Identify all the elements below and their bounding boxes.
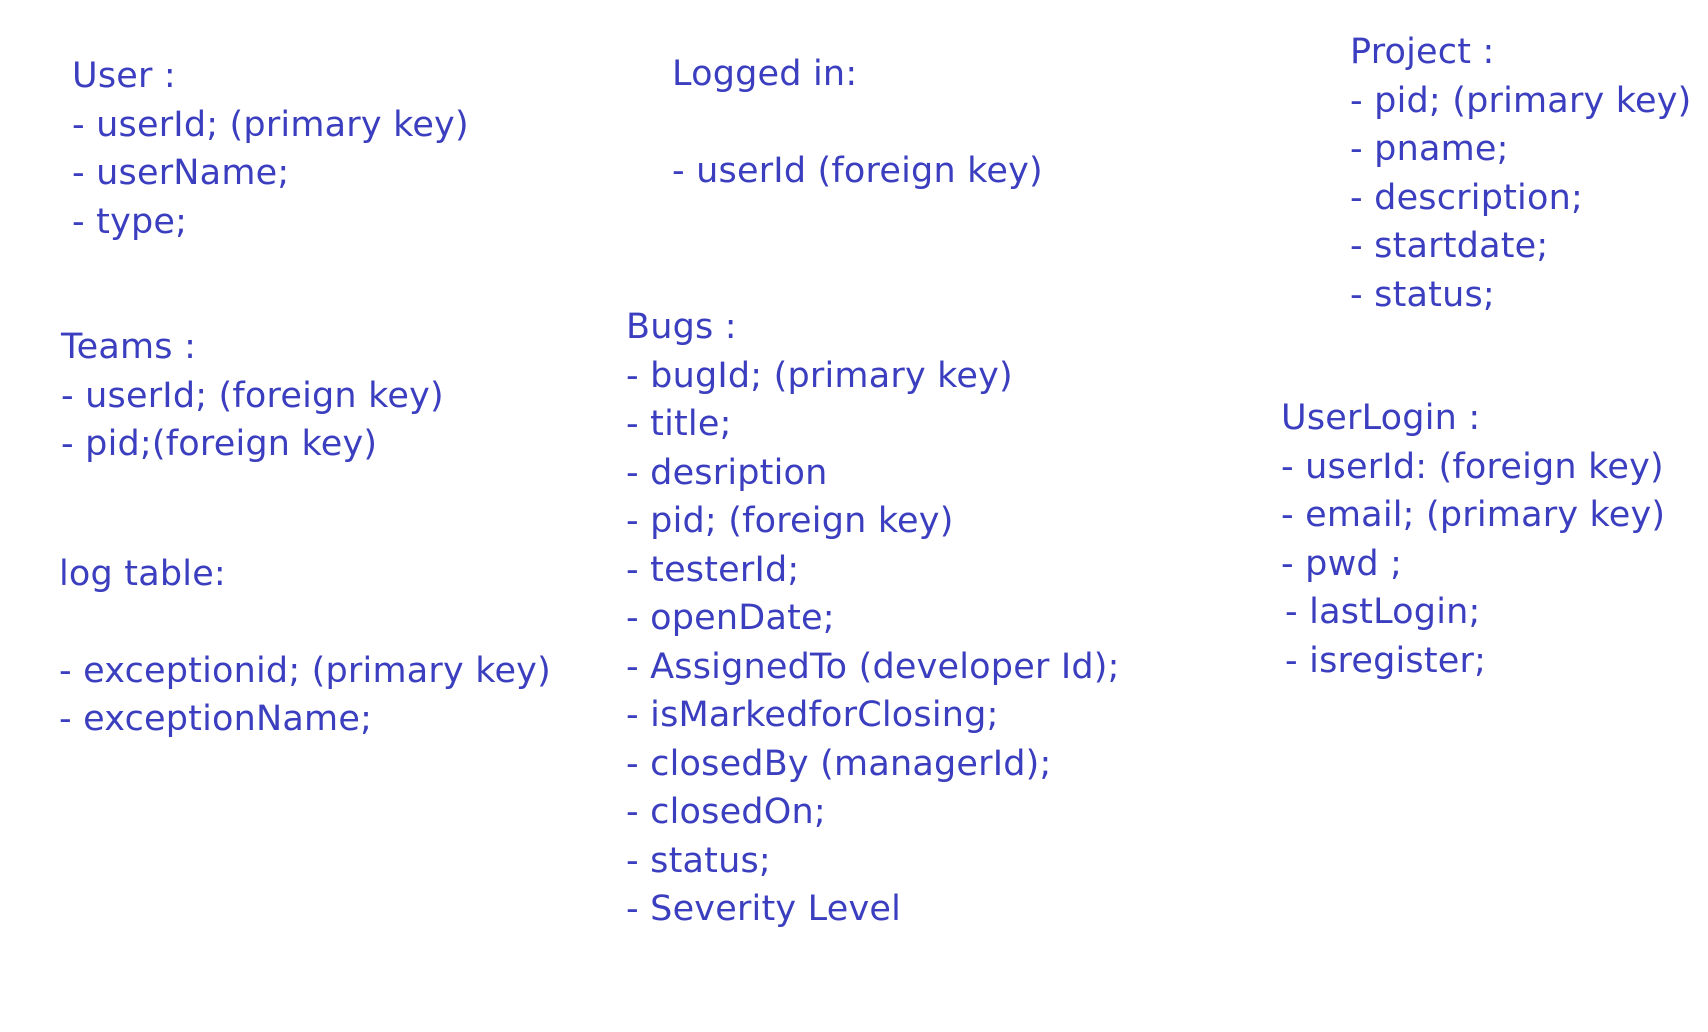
entity-title: User : xyxy=(72,56,176,96)
entity-field: - testerId; xyxy=(626,549,800,590)
entity-field: - userId: (foreign key) xyxy=(1281,446,1664,487)
entity-field: - pid;(foreign key) xyxy=(61,424,378,464)
entity-field: - title; xyxy=(626,404,732,444)
entity-field: - type; xyxy=(72,201,188,242)
entity-field: - desription xyxy=(626,452,828,493)
entity-field: - openDate; xyxy=(626,598,835,638)
entity-field: - pid; (foreign key) xyxy=(626,501,954,541)
entity-field: - email; (primary key) xyxy=(1281,495,1666,535)
entity-field: - Severity Level xyxy=(626,889,902,929)
entity-title: Project : xyxy=(1350,32,1495,72)
entity-title: log table: xyxy=(59,554,226,594)
entity-log-table: log table: - exceptionid; (primary key) … xyxy=(59,550,551,744)
entity-title: Teams : xyxy=(61,327,197,367)
entity-field: - status; xyxy=(1350,274,1495,315)
entity-field: - description; xyxy=(1350,177,1583,218)
entity-logged-in: Logged in: - userId (foreign key) xyxy=(672,50,1043,195)
entity-field: - closedOn; xyxy=(626,792,826,832)
entity-bugs: Bugs : - bugId; (primary key) - title; -… xyxy=(626,303,1120,934)
entity-title: Bugs : xyxy=(626,307,737,347)
entity-field: - AssignedTo (developer Id); xyxy=(626,646,1120,687)
entity-user: User : - userId; (primary key) - userNam… xyxy=(72,52,469,246)
entity-field: - lastLogin; xyxy=(1285,592,1481,632)
entity-field: - pwd ; xyxy=(1281,543,1403,584)
entity-field: - userId (foreign key) xyxy=(672,150,1043,191)
entity-field: - userName; xyxy=(72,153,290,193)
entity-title: Logged in: xyxy=(672,54,858,94)
entity-teams: Teams : - userId; (foreign key) - pid;(f… xyxy=(61,323,444,469)
entity-field: - closedBy (managerId); xyxy=(626,743,1052,784)
entity-title: UserLogin : xyxy=(1281,398,1481,438)
entity-field: - pid; (primary key) xyxy=(1350,80,1692,121)
entity-field: - exceptionName; xyxy=(59,699,373,739)
entity-field: - isMarkedforClosing; xyxy=(626,695,999,735)
entity-field: - bugId; (primary key) xyxy=(626,355,1013,396)
entity-user-login: UserLogin : - userId: (foreign key) - em… xyxy=(1281,394,1665,685)
entity-field: - pname; xyxy=(1350,129,1509,169)
entity-field: - exceptionid; (primary key) xyxy=(59,650,551,691)
entity-field: - isregister; xyxy=(1285,640,1487,681)
entity-project: Project : - pid; (primary key) - pname; … xyxy=(1350,28,1692,319)
entity-field: - userId; (foreign key) xyxy=(61,375,444,416)
entity-field: - status; xyxy=(626,840,771,881)
entity-field: - startdate; xyxy=(1350,226,1549,266)
entity-field: - userId; (primary key) xyxy=(72,104,469,145)
